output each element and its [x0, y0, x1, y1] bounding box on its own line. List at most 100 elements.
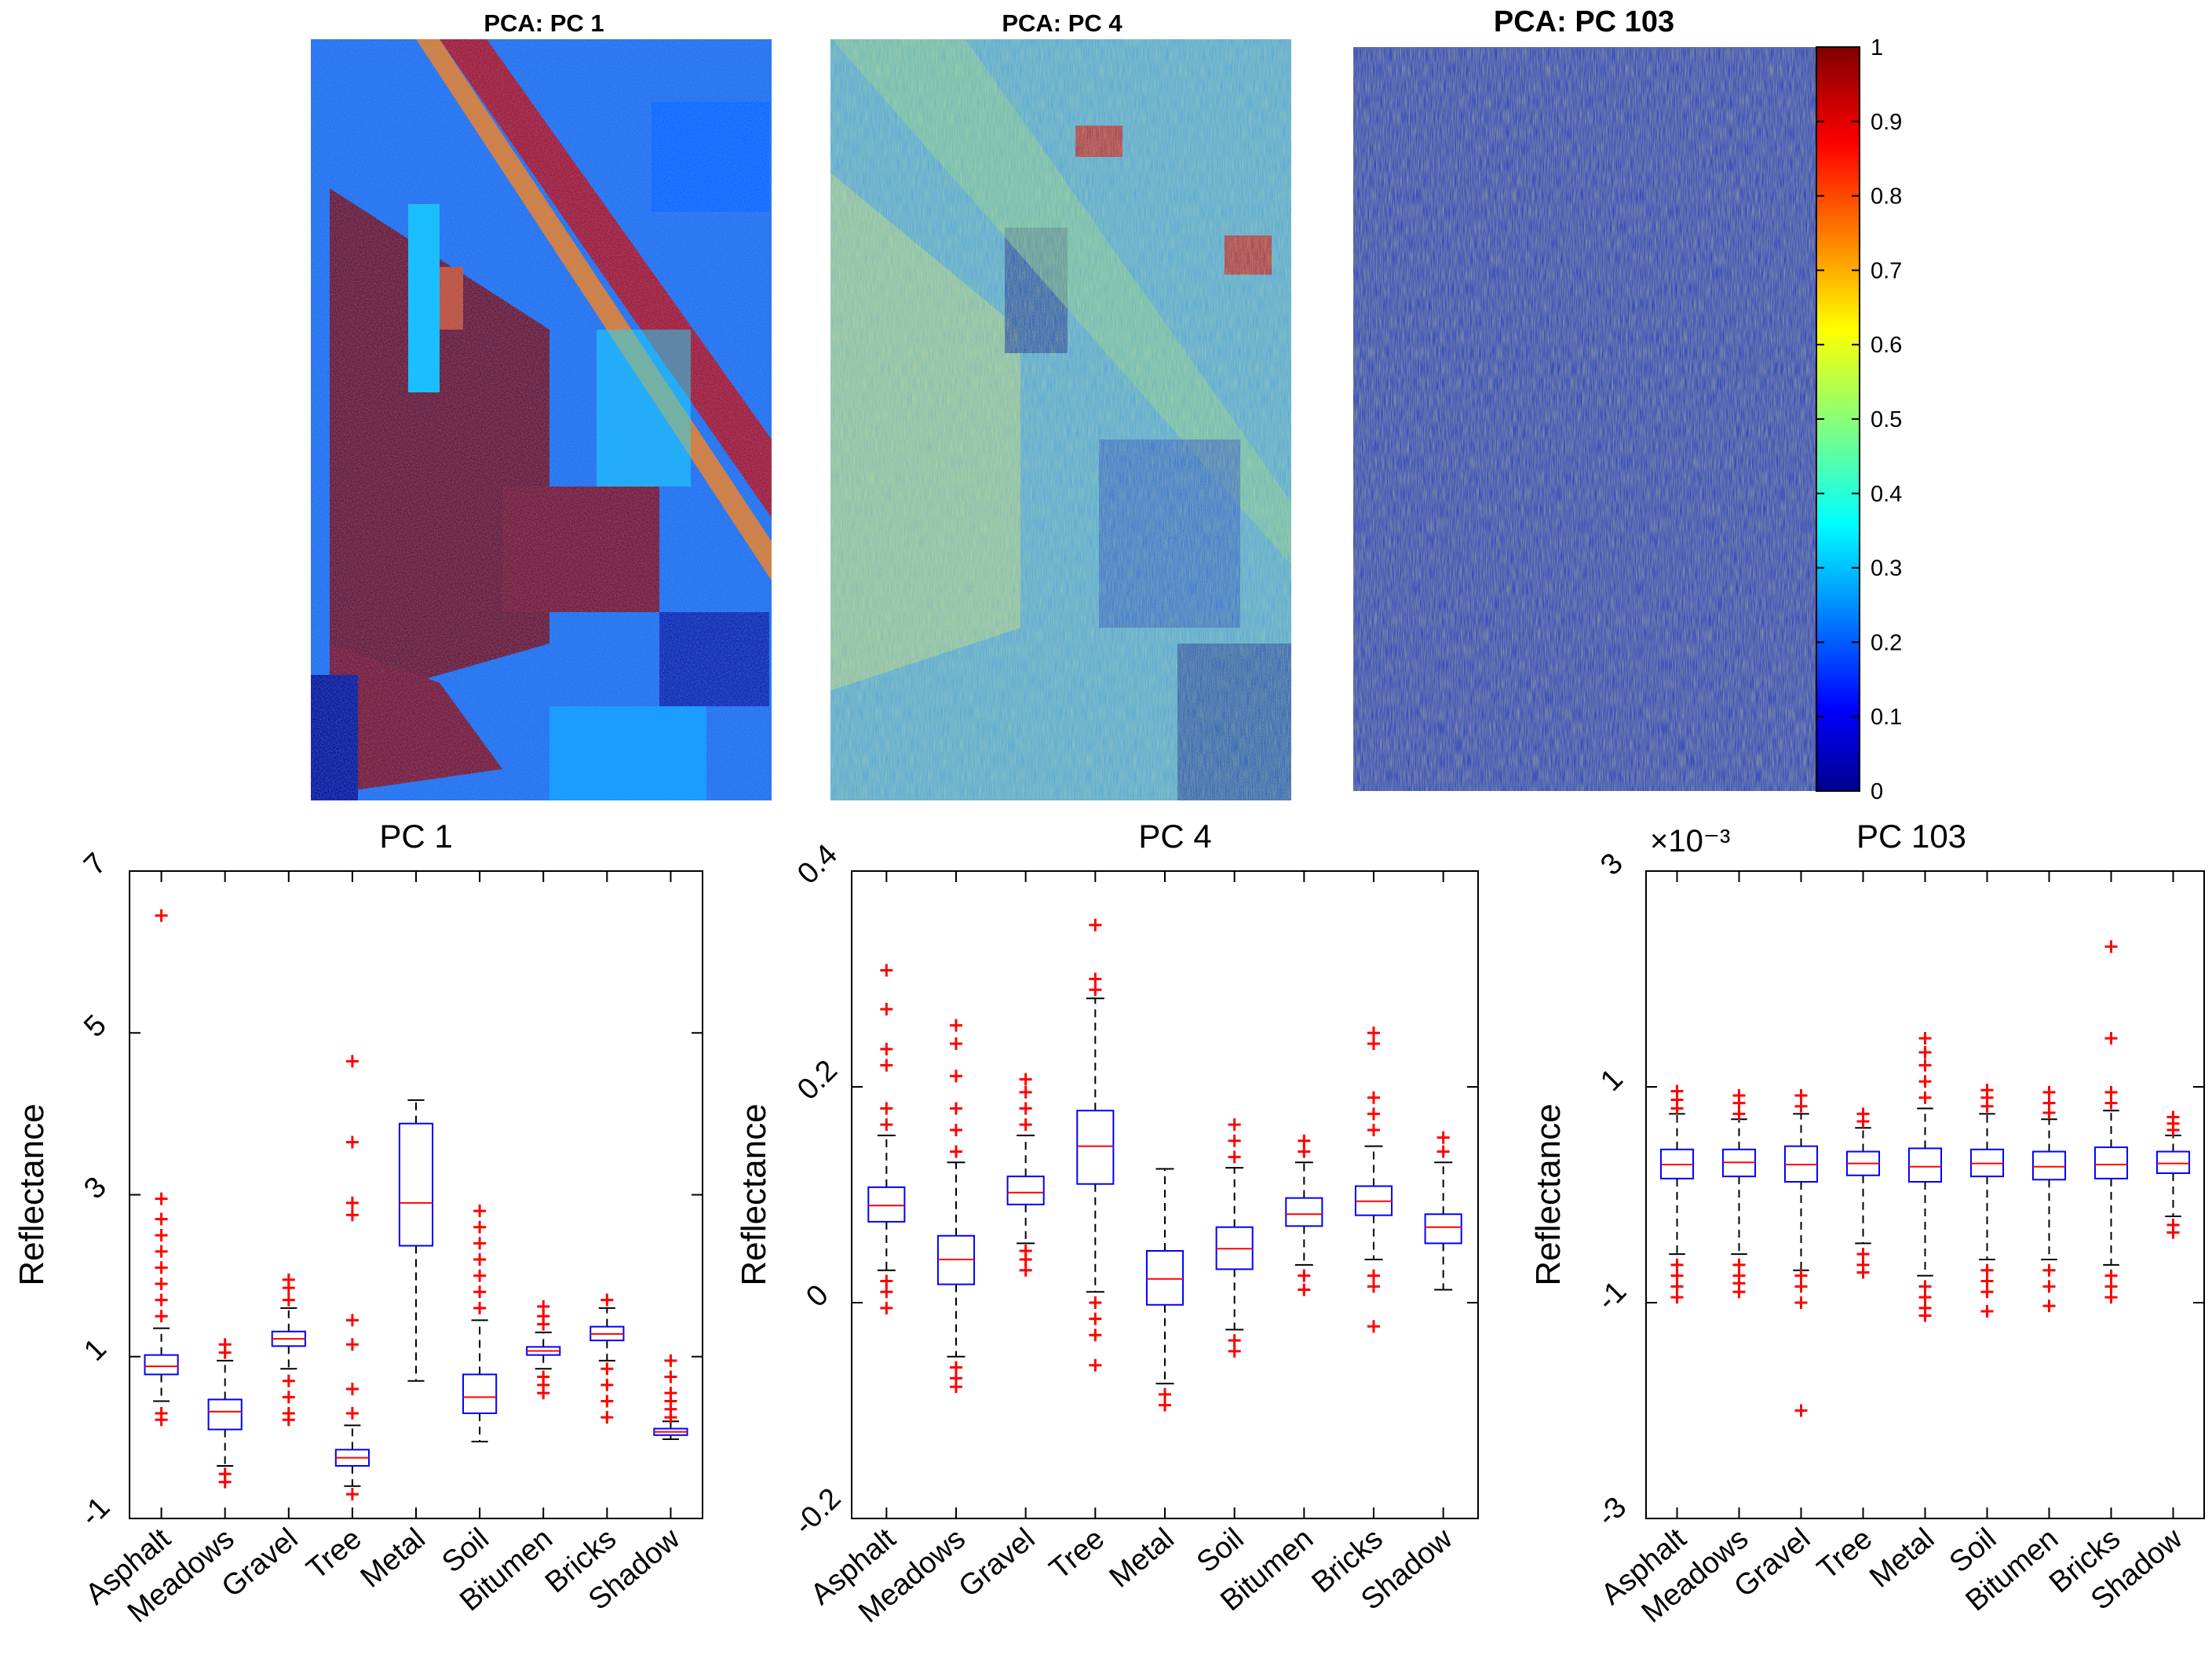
outlier-marker — [2166, 1110, 2180, 1124]
outlier-marker — [1794, 1089, 1808, 1102]
outlier-marker — [1732, 1089, 1746, 1102]
x-tick-label: Tree — [1812, 1522, 1879, 1586]
outlier-marker — [664, 1387, 677, 1400]
outlier-marker — [950, 1124, 962, 1136]
y-tick-label: -1 — [75, 1491, 117, 1533]
outlier-marker — [2166, 1226, 2180, 1239]
outlier-marker — [880, 1003, 893, 1015]
outlier-marker — [1298, 1283, 1311, 1296]
box-soil — [1215, 1118, 1254, 1358]
outlier-marker — [1856, 1248, 1870, 1261]
outlier-marker — [1367, 1091, 1380, 1104]
outlier-marker — [155, 1192, 168, 1205]
outlier-marker — [2042, 1096, 2056, 1110]
outlier-marker — [345, 1314, 359, 1327]
box-asphalt — [1659, 1085, 1695, 1304]
outlier-marker — [345, 1055, 359, 1068]
iqr-box — [144, 1354, 179, 1376]
outlier-marker — [1670, 1291, 1684, 1304]
heatmap-image-pc4 — [830, 39, 1291, 800]
outlier-marker — [1918, 1280, 1932, 1293]
outlier-marker — [282, 1273, 295, 1286]
outlier-marker — [1436, 1131, 1450, 1144]
outlier-marker — [600, 1411, 614, 1424]
outlier-marker — [1019, 1263, 1032, 1277]
outlier-marker — [880, 1042, 893, 1055]
outlier-marker — [1794, 1404, 1808, 1417]
outlier-marker — [950, 1361, 962, 1374]
map-title-pc4: PCA: PC 4 — [1002, 9, 1122, 37]
outlier-marker — [880, 1301, 893, 1314]
box-asphalt — [144, 909, 179, 1427]
outlier-marker — [1436, 1145, 1450, 1158]
outlier-marker — [218, 1475, 232, 1489]
x-tick-label: Metal — [1863, 1522, 1940, 1595]
box-soil — [1969, 1084, 2005, 1318]
outlier-marker — [345, 1208, 359, 1222]
box-metal — [1907, 1032, 1943, 1322]
outlier-marker — [345, 1488, 359, 1501]
y-axis-label: Reflectance — [1529, 1103, 1568, 1285]
chart-title: PC 103 — [1856, 818, 1966, 855]
colorbar-tick-label: 0.4 — [1871, 482, 1902, 507]
outlier-marker — [950, 1070, 962, 1083]
colorbar-ticks: 0 0.1 0.2 0.3 0.4 0.5 0.6 0.7 0.8 0.9 1 — [1816, 35, 1902, 804]
outlier-marker — [1089, 1312, 1102, 1325]
outlier-marker — [1159, 1387, 1171, 1401]
heatmap-image-pc1 — [311, 39, 772, 800]
plot-frame — [129, 870, 703, 1519]
outlier-marker — [1918, 1046, 1932, 1059]
outlier-marker — [1159, 1398, 1171, 1412]
outlier-marker — [1089, 972, 1102, 986]
box-gravel — [271, 1273, 306, 1427]
outlier-marker — [880, 1118, 893, 1132]
outlier-marker — [473, 1205, 487, 1218]
outlier-marker — [537, 1300, 550, 1313]
outlier-marker — [1980, 1305, 1994, 1318]
outlier-marker — [1089, 918, 1102, 931]
outlier-marker — [155, 1293, 168, 1307]
outlier-marker — [1019, 1073, 1032, 1086]
outlier-marker — [345, 1406, 359, 1420]
outlier-marker — [1298, 1145, 1311, 1158]
y-axis-label: Reflectance — [735, 1103, 773, 1285]
outlier-marker — [1019, 1085, 1032, 1099]
boxplot-chart-1: PC 4Reflectance-0.200.20.4AsphaltMeadows… — [735, 818, 1479, 1629]
colorbar-tick-label: 0.3 — [1871, 556, 1902, 581]
outlier-marker — [1856, 1266, 1870, 1279]
outlier-marker — [1918, 1032, 1932, 1045]
outlier-marker — [950, 1102, 962, 1115]
outlier-marker — [1019, 1118, 1032, 1132]
outlier-marker — [345, 1338, 359, 1351]
outlier-marker — [1228, 1334, 1241, 1347]
y-tick-label: 1 — [1594, 1063, 1630, 1098]
outlier-marker — [473, 1269, 487, 1282]
outlier-marker — [1367, 1107, 1380, 1121]
iqr-box — [1424, 1213, 1462, 1245]
outlier-marker — [1918, 1059, 1932, 1072]
outlier-marker — [1732, 1285, 1746, 1299]
outlier-marker — [600, 1394, 614, 1408]
outlier-marker — [282, 1391, 295, 1404]
outlier-marker — [1367, 1269, 1380, 1282]
outlier-marker — [2042, 1263, 2056, 1277]
outlier-marker — [1670, 1269, 1684, 1282]
y-tick-label: -1 — [1591, 1275, 1633, 1318]
iqr-box — [1076, 1110, 1115, 1185]
outlier-marker — [880, 1285, 893, 1299]
outlier-marker — [1732, 1107, 1746, 1121]
colorbar: 0 0.1 0.2 0.3 0.4 0.5 0.6 0.7 0.8 0.9 1 — [1816, 35, 1902, 804]
y-tick-label: 7 — [78, 847, 113, 882]
outlier-marker — [1228, 1150, 1241, 1164]
map-panel-pc103: PCA: PC 103 — [1353, 5, 1816, 791]
box-shadow — [1424, 1131, 1462, 1291]
outlier-marker — [1089, 1358, 1102, 1372]
boxplot-chart-2: PC 103×10⁻³Reflectance-3-113AsphaltMeado… — [1529, 818, 2205, 1629]
y-tick-label: 0.4 — [791, 838, 844, 891]
outlier-marker — [1019, 1253, 1032, 1266]
outlier-marker — [2104, 1280, 2118, 1293]
outlier-marker — [282, 1413, 295, 1427]
box-gravel — [1006, 1073, 1045, 1277]
outlier-marker — [1228, 1118, 1241, 1132]
outlier-marker — [600, 1378, 614, 1391]
